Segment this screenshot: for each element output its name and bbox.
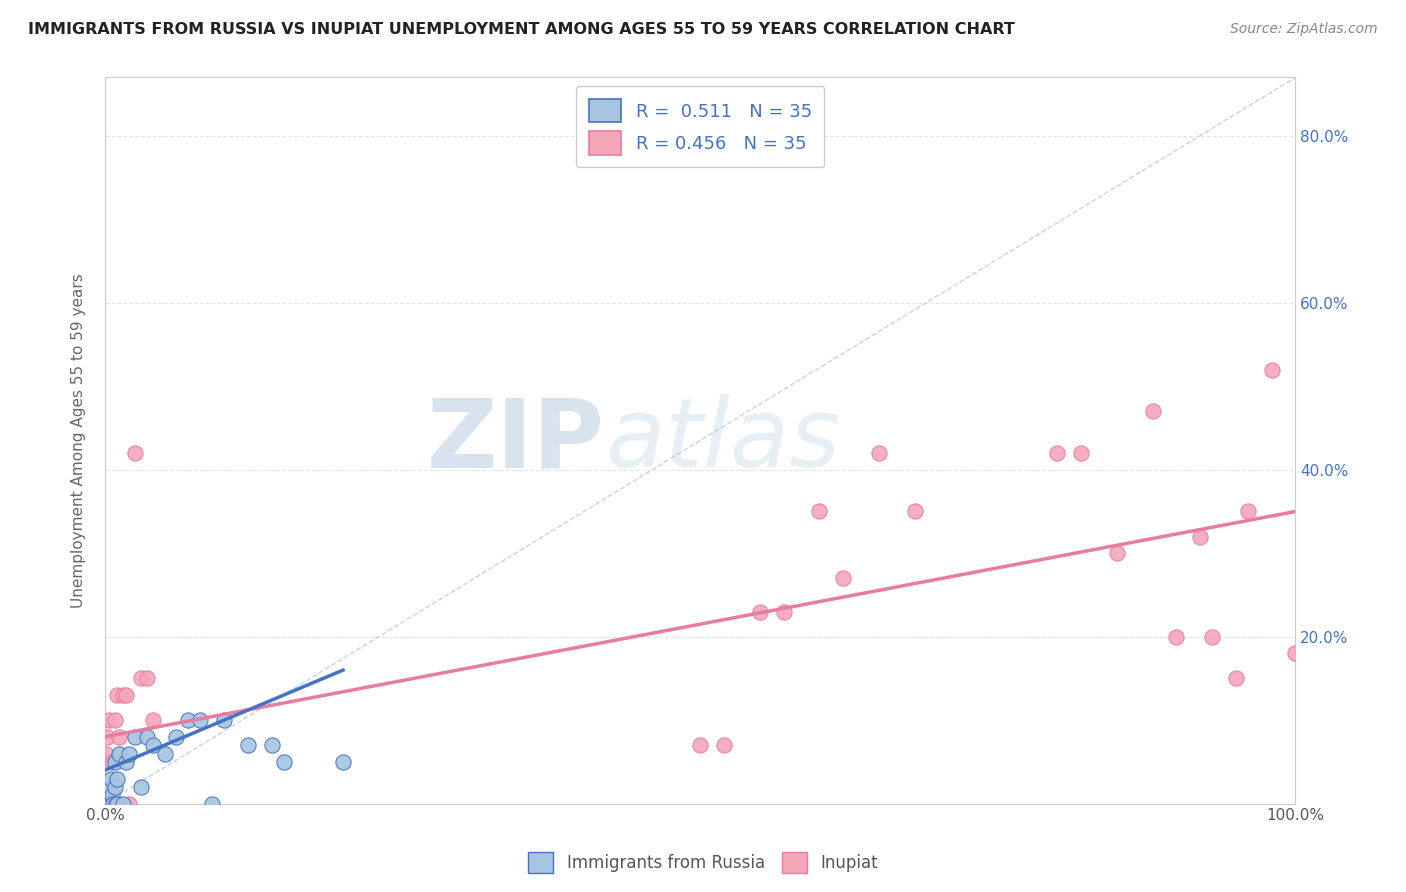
- Point: [1142, 404, 1164, 418]
- Text: Source: ZipAtlas.com: Source: ZipAtlas.com: [1230, 22, 1378, 37]
- Point: [98, 780, 121, 794]
- Point: [212, 713, 235, 727]
- Point: [135, 730, 157, 744]
- Point: [177, 713, 200, 727]
- Legend: Immigrants from Russia, Inupiat: Immigrants from Russia, Inupiat: [522, 846, 884, 880]
- Point: [100, 772, 122, 786]
- Text: ZIP: ZIP: [427, 394, 605, 487]
- Point: [1166, 630, 1188, 644]
- Point: [94, 755, 117, 769]
- Point: [97, 797, 120, 811]
- Point: [96, 797, 118, 811]
- Point: [1046, 446, 1069, 460]
- Point: [332, 755, 354, 769]
- Point: [260, 738, 283, 752]
- Point: [1070, 446, 1092, 460]
- Point: [832, 571, 855, 585]
- Point: [103, 797, 125, 811]
- Text: atlas: atlas: [605, 394, 839, 487]
- Point: [115, 755, 138, 769]
- Point: [94, 797, 117, 811]
- Point: [1284, 646, 1306, 660]
- Point: [108, 730, 131, 744]
- Point: [1225, 672, 1247, 686]
- Point: [96, 797, 118, 811]
- Point: [142, 713, 165, 727]
- Point: [1237, 504, 1260, 518]
- Point: [105, 797, 128, 811]
- Point: [103, 780, 125, 794]
- Point: [100, 797, 122, 811]
- Point: [111, 797, 134, 811]
- Point: [115, 688, 138, 702]
- Point: [748, 605, 770, 619]
- Point: [97, 713, 120, 727]
- Point: [118, 797, 141, 811]
- Y-axis label: Unemployment Among Ages 55 to 59 years: Unemployment Among Ages 55 to 59 years: [72, 273, 86, 608]
- Legend: R =  0.511   N = 35, R = 0.456   N = 35: R = 0.511 N = 35, R = 0.456 N = 35: [576, 87, 824, 167]
- Point: [104, 797, 127, 811]
- Point: [188, 713, 211, 727]
- Point: [142, 738, 165, 752]
- Point: [105, 772, 128, 786]
- Point: [201, 797, 224, 811]
- Point: [124, 730, 146, 744]
- Point: [1260, 362, 1282, 376]
- Point: [1105, 546, 1128, 560]
- Point: [103, 713, 125, 727]
- Point: [129, 672, 152, 686]
- Point: [903, 504, 925, 518]
- Point: [96, 789, 118, 803]
- Point: [273, 755, 295, 769]
- Point: [98, 797, 121, 811]
- Point: [135, 672, 157, 686]
- Point: [101, 755, 124, 769]
- Point: [153, 747, 176, 761]
- Point: [108, 747, 131, 761]
- Point: [103, 755, 125, 769]
- Point: [1201, 630, 1223, 644]
- Point: [772, 605, 794, 619]
- Point: [101, 789, 124, 803]
- Point: [165, 730, 187, 744]
- Point: [124, 446, 146, 460]
- Point: [100, 797, 122, 811]
- Point: [689, 738, 711, 752]
- Point: [111, 688, 134, 702]
- Point: [96, 747, 118, 761]
- Point: [118, 747, 141, 761]
- Text: IMMIGRANTS FROM RUSSIA VS INUPIAT UNEMPLOYMENT AMONG AGES 55 TO 59 YEARS CORRELA: IMMIGRANTS FROM RUSSIA VS INUPIAT UNEMPL…: [28, 22, 1015, 37]
- Point: [1189, 529, 1212, 543]
- Point: [96, 730, 118, 744]
- Point: [808, 504, 831, 518]
- Point: [868, 446, 890, 460]
- Point: [96, 792, 118, 806]
- Point: [105, 688, 128, 702]
- Point: [236, 738, 259, 752]
- Point: [129, 780, 152, 794]
- Point: [713, 738, 735, 752]
